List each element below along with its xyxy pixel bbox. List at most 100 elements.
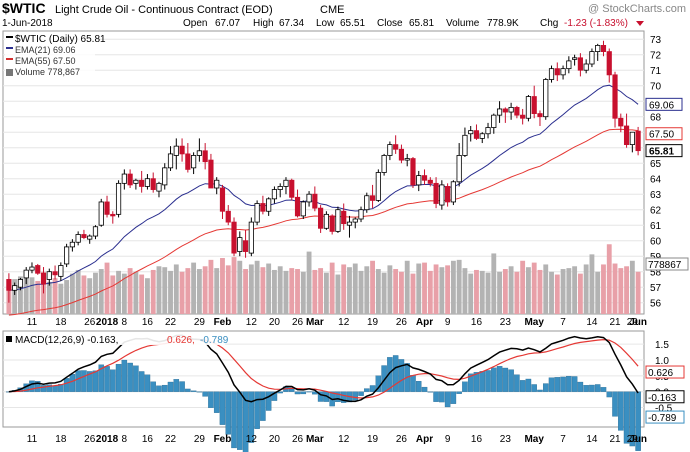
date-tick-label: 8 — [122, 317, 128, 328]
date-tick-label: 19 — [367, 317, 379, 328]
volume-bar — [520, 260, 526, 314]
date-tick-label: 26 — [396, 434, 408, 445]
candle-body — [40, 272, 47, 285]
candle-body — [312, 193, 318, 209]
date-tick-label: 7 — [560, 317, 566, 328]
macd-histogram-bar — [456, 391, 462, 394]
macd-histogram-bar — [167, 381, 174, 392]
volume-bar — [358, 270, 364, 314]
candles — [6, 40, 641, 303]
volume-bar — [508, 266, 514, 314]
macd-histogram-bar — [531, 384, 537, 392]
volume-tag-box — [645, 257, 689, 271]
volume-bar — [370, 260, 375, 314]
macd-histogram-bar — [40, 385, 47, 392]
volume-bar — [537, 269, 543, 314]
candle — [496, 101, 503, 123]
candle-body — [17, 279, 24, 288]
candle-body — [29, 266, 35, 271]
price-tick-label: 68 — [650, 113, 662, 124]
candle-body — [445, 186, 451, 203]
candle — [595, 43, 601, 61]
date-tick-label: 20 — [269, 317, 281, 328]
macd-histogram-bar — [98, 364, 104, 392]
macd-histogram-bar — [358, 391, 364, 396]
ema55-tag-box — [645, 127, 683, 141]
date-label: 1-Jun-2018 — [2, 18, 53, 29]
volume-bar — [179, 271, 185, 314]
candle — [468, 126, 474, 142]
candle — [237, 231, 243, 257]
price-tick-label: 61 — [650, 221, 662, 232]
macd-histogram-bar — [537, 389, 543, 392]
candle-body — [323, 213, 329, 229]
macd-histogram-bar — [317, 391, 324, 402]
volume-bar — [554, 274, 560, 314]
candle — [162, 163, 168, 190]
macd-histogram-bar — [571, 376, 578, 392]
volume-bar — [254, 260, 260, 314]
date-tick-label: Feb — [214, 317, 232, 328]
macd-signal-tag-text: 0.626 — [648, 368, 673, 379]
date-tick-label: 9 — [445, 317, 451, 328]
candle — [387, 141, 393, 161]
candle — [300, 200, 306, 219]
macd-histogram-bar — [179, 381, 185, 392]
candle — [248, 217, 254, 257]
macd-legend-swatch — [6, 336, 12, 342]
date-tick-label: Mar — [306, 317, 324, 328]
candle-body — [456, 155, 462, 183]
macd-histogram-bar — [514, 374, 520, 392]
macd-histogram-bar — [577, 381, 584, 392]
candle — [127, 169, 133, 188]
candle-body — [260, 203, 266, 212]
macd-histogram-bar — [300, 391, 307, 395]
volume-bar — [404, 260, 410, 314]
candle — [514, 105, 520, 119]
candle — [618, 113, 624, 133]
ema21-tag: 69.06 — [645, 97, 683, 111]
candle-body — [277, 186, 283, 190]
high-label: High — [253, 18, 274, 29]
legend-entry: EMA(21) 69.06 — [15, 45, 76, 55]
ema55-line — [8, 128, 639, 316]
candle — [294, 189, 301, 218]
date-tick-label: 29 — [627, 434, 639, 445]
macd-histogram-bar — [69, 374, 76, 392]
date-tick-label: 29 — [194, 434, 206, 445]
macd-histogram-bar — [548, 377, 555, 392]
volume-bar — [295, 269, 300, 314]
macd-signal-tag-box — [645, 365, 685, 379]
volume-bar — [352, 263, 358, 314]
macd-histogram-bar — [594, 384, 601, 392]
volume-bar — [283, 270, 289, 314]
candle-body — [6, 279, 12, 291]
volume-bar — [606, 244, 612, 314]
candle-body — [502, 108, 508, 113]
macd-histogram-bar — [190, 390, 197, 392]
macd-histogram-bar — [306, 391, 312, 393]
volume-bar — [514, 271, 520, 314]
open-value: 67.07 — [215, 18, 240, 29]
symbol-label: $WTIC — [2, 0, 46, 16]
candle-body — [219, 187, 226, 212]
candle — [525, 95, 532, 122]
date-tick-label: 26 — [292, 317, 304, 328]
candle — [635, 126, 641, 156]
candle-body — [329, 215, 335, 232]
candle-body — [398, 148, 405, 161]
volume-bar — [306, 251, 312, 314]
volume-bar — [612, 263, 618, 314]
macd-histogram-bar — [462, 381, 468, 392]
legend-swatch — [6, 58, 13, 60]
date-tick-label: 14 — [586, 317, 598, 328]
candle — [548, 65, 555, 83]
candle-body — [491, 114, 497, 128]
candle-body — [306, 193, 312, 203]
macd-histogram-bar — [265, 391, 272, 411]
macd-hist-tag-text: -0.789 — [648, 413, 677, 424]
candle-body — [294, 196, 301, 217]
macd-histogram-bar — [162, 384, 168, 392]
candle-body — [64, 246, 70, 265]
